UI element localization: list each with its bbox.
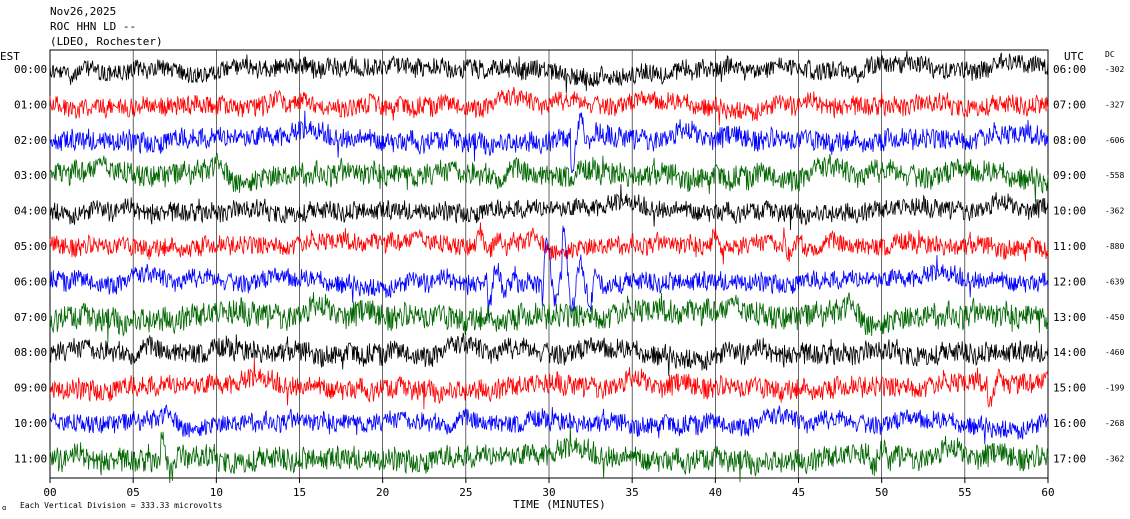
- trace-row-1100: [49, 426, 1049, 484]
- dc-offset-label: -880: [1105, 242, 1124, 251]
- est-hour-label: 01:00: [14, 98, 47, 111]
- utc-hour-labels: 06:00 07:00 08:00 09:00 10:00 11:00 12:00 13:00…: [1053, 63, 1086, 465]
- dc-offset-label: -362: [1105, 207, 1124, 216]
- est-label: EST: [0, 50, 20, 63]
- trace-row-0200: [49, 110, 1049, 173]
- traces: [49, 50, 1049, 484]
- utc-hour-label: 14:00: [1053, 346, 1086, 359]
- x-tick-label: 20: [376, 486, 389, 499]
- trace-row-0300: [49, 152, 1049, 202]
- utc-hour-label: 15:00: [1053, 382, 1086, 395]
- dc-offset-labels: -302 -327 -606 -558 -362 -880 -639 -450 -460 -199…: [1105, 65, 1124, 463]
- utc-hour-label: 12:00: [1053, 275, 1086, 288]
- x-tick-label: 25: [459, 486, 472, 499]
- trace-row-0100: [49, 86, 1049, 126]
- x-tick-label: 60: [1041, 486, 1054, 499]
- est-hour-label: 07:00: [14, 311, 47, 324]
- dc-offset-label: -450: [1105, 313, 1124, 322]
- trace-row-0400: [49, 184, 1049, 231]
- utc-hour-label: 08:00: [1053, 134, 1086, 147]
- x-tick-label: 10: [210, 486, 223, 499]
- small-logo-icon: ɑ: [2, 504, 6, 512]
- x-tick-label: 40: [709, 486, 722, 499]
- x-tick-label: 00: [43, 486, 56, 499]
- dc-offset-label: -199: [1105, 384, 1124, 393]
- x-tick-label: 50: [875, 486, 888, 499]
- x-axis-ticks: 00 05 10 15 20 25 30 35 40 45 50 55 60: [43, 478, 1055, 499]
- station-label: ROC HHN LD --: [50, 20, 136, 33]
- dc-offset-label: -639: [1105, 277, 1124, 286]
- dc-offset-label: -268: [1105, 419, 1124, 428]
- dc-offset-label: -606: [1105, 136, 1124, 145]
- x-tick-label: 55: [958, 486, 971, 499]
- dc-offset-label: -558: [1105, 171, 1124, 180]
- est-hour-label: 10:00: [14, 417, 47, 430]
- dc-offset-label: -362: [1105, 454, 1124, 463]
- utc-hour-label: 16:00: [1053, 417, 1086, 430]
- utc-label: UTC: [1064, 50, 1084, 63]
- x-tick-label: 45: [792, 486, 805, 499]
- utc-hour-label: 09:00: [1053, 169, 1086, 182]
- scale-note: Each Vertical Division = 333.33 microvol…: [20, 501, 222, 510]
- trace-row-0500: [49, 222, 1049, 265]
- date-label: Nov26,2025: [50, 5, 116, 18]
- utc-hour-label: 13:00: [1053, 311, 1086, 324]
- trace-row-0900: [49, 358, 1049, 410]
- trace-row-0800: [49, 332, 1049, 376]
- utc-hour-label: 06:00: [1053, 63, 1086, 76]
- x-axis-title: TIME (MINUTES): [513, 498, 606, 511]
- utc-hour-label: 10:00: [1053, 205, 1086, 218]
- trace-row-0000: [49, 50, 1049, 94]
- est-hour-label: 09:00: [14, 382, 47, 395]
- est-hour-labels: 00:00 01:00 02:00 03:00 04:00 05:00 06:00 07:00…: [14, 63, 47, 465]
- est-hour-label: 02:00: [14, 134, 47, 147]
- trace-row-1000: [49, 404, 1049, 445]
- dc-label: DC: [1105, 50, 1115, 59]
- x-tick-label: 30: [542, 486, 555, 499]
- trace-row-0700: [49, 292, 1049, 343]
- utc-hour-label: 11:00: [1053, 240, 1086, 253]
- x-tick-label: 15: [293, 486, 306, 499]
- x-tick-label: 35: [626, 486, 639, 499]
- utc-hour-label: 17:00: [1053, 452, 1086, 465]
- x-tick-label: 05: [127, 486, 140, 499]
- est-hour-label: 11:00: [14, 452, 47, 465]
- trace-row-0600: [49, 225, 1049, 317]
- est-hour-label: 04:00: [14, 205, 47, 218]
- dc-offset-label: -460: [1105, 348, 1124, 357]
- est-hour-label: 00:00: [14, 63, 47, 76]
- est-hour-label: 06:00: [14, 275, 47, 288]
- est-hour-label: 08:00: [14, 346, 47, 359]
- network-label: (LDEO, Rochester): [50, 35, 163, 48]
- dc-offset-label: -302: [1105, 65, 1124, 74]
- dc-offset-label: -327: [1105, 100, 1124, 109]
- est-hour-label: 03:00: [14, 169, 47, 182]
- est-hour-label: 05:00: [14, 240, 47, 253]
- gridlines: [132, 50, 966, 478]
- utc-hour-label: 07:00: [1053, 98, 1086, 111]
